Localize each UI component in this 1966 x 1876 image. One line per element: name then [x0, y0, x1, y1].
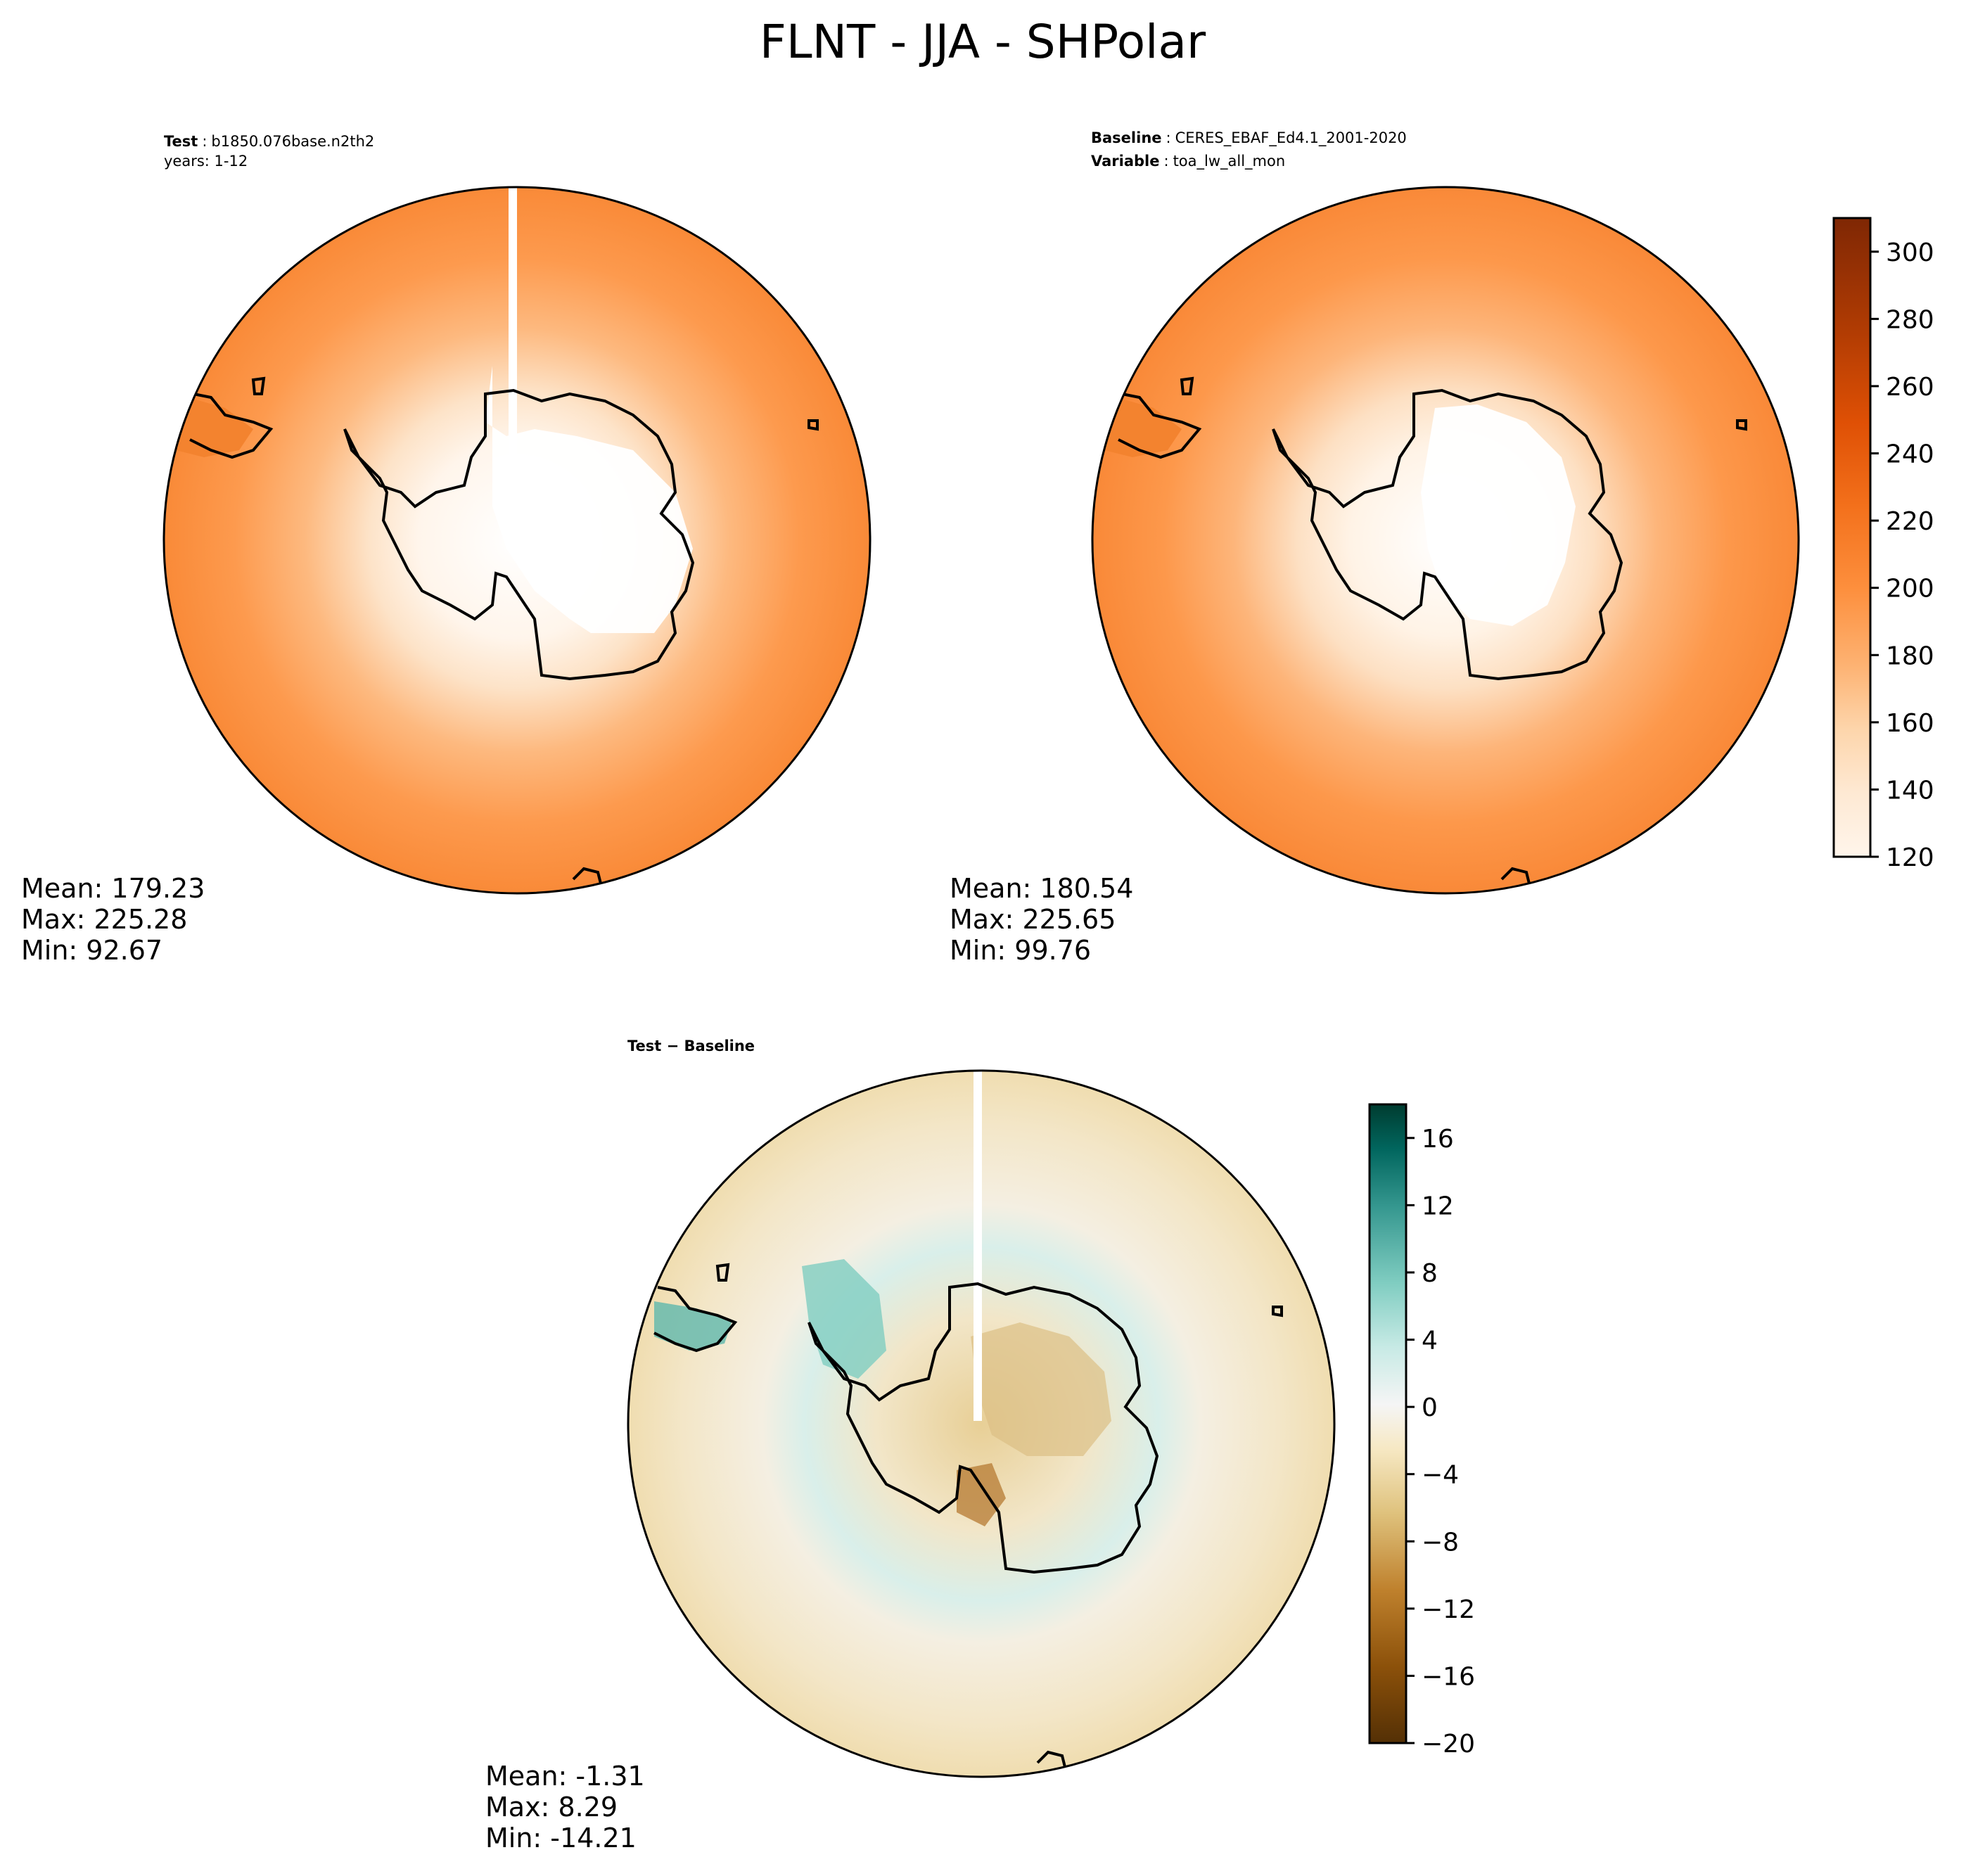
test-label: Test: b1850.076base.n2th2: [164, 133, 374, 150]
baseline-panel: Baseline: CERES_EBAF_Ed4.1_2001-2020 Vari…: [950, 129, 1800, 966]
diff-map-border: [627, 1069, 1336, 1778]
diff-label: Test − Baseline: [627, 1038, 755, 1054]
baseline-variable-value: toa_lw_all_mon: [1173, 153, 1286, 170]
test-coastlines: [189, 376, 819, 887]
test-map: [164, 187, 870, 893]
main-colorbar-tick-label: 300: [1886, 238, 1934, 267]
baseline-max: Max: 225.65: [950, 904, 1116, 935]
main-colorbar-tick-label: 160: [1886, 709, 1934, 738]
baseline-coastlines: [1118, 376, 1747, 887]
figure-title: FLNT - JJA - SHPolar: [760, 15, 1206, 69]
diff-field: [628, 1071, 1334, 1777]
main-colorbar-tick-label: 280: [1886, 305, 1934, 334]
main-colorbar-tick-label: 220: [1886, 507, 1934, 536]
main-colorbar-tick-label: 140: [1886, 776, 1934, 805]
diff-colorbar-tick-label: −12: [1422, 1595, 1475, 1624]
diff-colorbar-ticks: −20 −16 −12 −8 −4 0 4 8 12 16: [1406, 1125, 1475, 1759]
diff-colorbar-tick-label: −8: [1422, 1528, 1459, 1557]
baseline-variable-key: Variable: [1091, 153, 1159, 170]
baseline-mean: Mean: 180.54: [950, 873, 1133, 904]
diff-max: Max: 8.29: [485, 1792, 618, 1823]
diff-colorbar-tick-label: −16: [1422, 1662, 1475, 1691]
main-colorbar-tick-label: 260: [1886, 373, 1934, 402]
diff-min: Min: -14.21: [485, 1823, 637, 1853]
test-mean: Mean: 179.23: [21, 873, 205, 904]
baseline-variable: Variable: toa_lw_all_mon: [1091, 153, 1285, 170]
test-max: Max: 225.28: [21, 904, 187, 935]
baseline-label-key: Baseline: [1091, 129, 1162, 146]
diff-colorbar-tick-label: 12: [1422, 1192, 1454, 1220]
test-years: years: 1-12: [164, 153, 248, 170]
main-colorbar-tick-label: 240: [1886, 440, 1934, 469]
test-map-border: [162, 186, 872, 895]
diff-coastlines: [653, 1263, 1283, 1770]
diff-mean: Mean: -1.31: [485, 1761, 645, 1792]
baseline-interior: [1421, 404, 1576, 626]
baseline-min: Min: 99.76: [950, 935, 1091, 966]
diff-missing-strip: [974, 1071, 982, 1421]
test-panel: Test: b1850.076base.n2th2 years: 1-12 Mea…: [21, 133, 872, 966]
baseline-label-value: CERES_EBAF_Ed4.1_2001-2020: [1175, 129, 1407, 147]
test-missing-strip: [509, 187, 517, 480]
main-colorbar-tick-label: 200: [1886, 575, 1934, 604]
main-colorbar-ticks: 120 140 160 180 200 220 240 260 280 300: [1870, 238, 1934, 872]
diff-negative-anomaly: [971, 1322, 1111, 1456]
baseline-map-border: [1091, 186, 1800, 895]
test-interior: [485, 366, 693, 633]
diff-colorbar: −20 −16 −12 −8 −4 0 4 8 12 16: [1368, 1103, 1475, 1759]
diff-colorbar-tick-label: 16: [1422, 1125, 1454, 1154]
main-colorbar-bar: [1832, 217, 1872, 858]
diff-colorbar-tick-label: 4: [1422, 1327, 1438, 1355]
test-label-value: b1850.076base.n2th2: [211, 133, 374, 150]
diff-negative-anomaly-2: [957, 1463, 1006, 1526]
main-colorbar: 120 140 160 180 200 220 240 260 280 300: [1832, 217, 1934, 872]
diff-colorbar-tick-label: −20: [1422, 1730, 1475, 1759]
diff-colorbar-tick-label: 8: [1422, 1259, 1438, 1288]
diff-positive-anomaly-2: [654, 1301, 732, 1351]
baseline-map: [1092, 187, 1799, 893]
diff-map: [628, 1071, 1334, 1777]
test-label-key: Test: [164, 133, 198, 150]
diff-colorbar-tick-label: −4: [1422, 1461, 1459, 1490]
diff-colorbar-bar: [1368, 1103, 1408, 1744]
main-colorbar-tick-label: 180: [1886, 642, 1934, 670]
main-colorbar-tick-label: 120: [1886, 843, 1934, 872]
test-min: Min: 92.67: [21, 935, 162, 966]
diff-panel: Test − Baseline Mean: -1.31 Max: 8.29 Mi…: [485, 1038, 1336, 1853]
baseline-label: Baseline: CERES_EBAF_Ed4.1_2001-2020: [1091, 129, 1407, 147]
diff-colorbar-tick-label: 0: [1422, 1393, 1438, 1422]
